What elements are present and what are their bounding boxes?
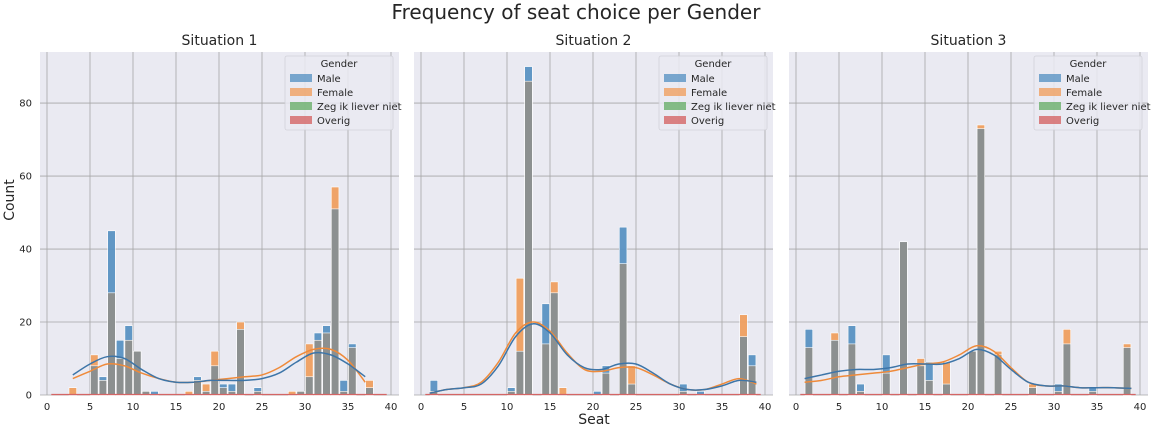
legend-label: Overig	[317, 116, 350, 127]
x-tick-label: 25	[1005, 402, 1018, 413]
bar-overlap	[882, 372, 891, 396]
bar-overlap	[601, 372, 610, 396]
bar-overlap	[804, 347, 813, 396]
bar-overlap	[541, 343, 550, 396]
kde-male-line	[429, 323, 757, 394]
x-tick-label: 30	[1048, 402, 1061, 413]
legend-swatch	[290, 116, 312, 124]
bar-overlap	[916, 365, 925, 396]
bar-overlap	[98, 380, 107, 396]
legend-swatch	[1039, 102, 1061, 110]
panel-title-2: Situation 2	[556, 33, 632, 49]
x-tick-label: 10	[876, 402, 889, 413]
legend-label: Zeg ik liever niet	[317, 102, 402, 113]
x-tick-label: 5	[87, 402, 93, 413]
legend-swatch	[290, 88, 312, 96]
x-tick-label: 0	[418, 402, 424, 413]
legend-label: Overig	[1066, 116, 1099, 127]
legend-swatch	[664, 102, 686, 110]
y-tick-label: 80	[19, 99, 32, 110]
x-tick-label: 30	[299, 402, 312, 413]
x-tick-label: 35	[1091, 402, 1104, 413]
bar-overlap	[348, 347, 357, 396]
x-tick-label: 40	[385, 402, 398, 413]
bar-overlap	[524, 80, 533, 396]
panel-title-1: Situation 1	[182, 33, 258, 49]
panel-title-3: Situation 3	[931, 33, 1007, 49]
bar-overlap	[976, 128, 985, 396]
x-tick-label: 25	[256, 402, 269, 413]
y-tick-label: 60	[19, 172, 32, 183]
x-tick-label: 25	[630, 402, 643, 413]
kde-male-line	[804, 348, 1132, 390]
legend-label: Zeg ik liever niet	[1066, 102, 1151, 113]
x-tick-label: 15	[919, 402, 932, 413]
bar-overlap	[236, 329, 245, 396]
legend-swatch	[664, 116, 686, 124]
y-tick-label: 40	[19, 245, 32, 256]
x-tick-label: 10	[127, 402, 140, 413]
x-tick-label: 10	[501, 402, 514, 413]
y-tick-label: 20	[19, 318, 32, 329]
bar-overlap	[1062, 343, 1071, 396]
bar-overlap	[942, 383, 951, 396]
legend-swatch	[1039, 116, 1061, 124]
legend-title: Gender	[321, 59, 359, 70]
kde-female-line	[72, 347, 366, 384]
bar-overlap	[899, 241, 908, 396]
x-tick-label: 35	[716, 402, 729, 413]
bar-overlap	[515, 350, 524, 396]
bar-overlap	[550, 292, 559, 396]
x-axis-label: Seat	[578, 412, 610, 428]
x-tick-label: 30	[673, 402, 686, 413]
x-tick-label: 20	[213, 402, 226, 413]
bar-overlap	[305, 376, 314, 396]
legend-title: Gender	[1070, 59, 1108, 70]
legend-swatch	[290, 102, 312, 110]
x-tick-label: 0	[793, 402, 799, 413]
legend-swatch	[664, 74, 686, 82]
legend-label: Zeg ik liever niet	[691, 102, 776, 113]
x-tick-label: 40	[1134, 402, 1147, 413]
legend-swatch	[290, 74, 312, 82]
legend-label: Male	[1066, 74, 1090, 85]
bar-overlap	[739, 336, 748, 396]
legend-title: Gender	[695, 59, 733, 70]
chart-title: Frequency of seat choice per Gender	[391, 0, 761, 24]
legend-label: Male	[317, 74, 341, 85]
bar-overlap	[330, 208, 340, 396]
bar-overlap	[322, 332, 331, 396]
x-tick-label: 15	[170, 402, 183, 413]
x-tick-label: 20	[587, 402, 600, 413]
legend-swatch	[1039, 88, 1061, 96]
x-tick-label: 40	[759, 402, 772, 413]
x-tick-label: 0	[44, 402, 50, 413]
kde-male-line	[72, 351, 366, 384]
bar-overlap	[830, 339, 839, 396]
legend-label: Female	[1066, 88, 1102, 99]
bar-overlap	[925, 380, 934, 396]
y-tick-label: 0	[26, 391, 32, 402]
bar-overlap	[107, 292, 116, 396]
x-tick-label: 15	[544, 402, 557, 413]
x-tick-label: 5	[461, 402, 467, 413]
bar-overlap	[968, 350, 977, 396]
legend-swatch	[664, 88, 686, 96]
legend-swatch	[1039, 74, 1061, 82]
x-tick-label: 20	[962, 402, 975, 413]
legend-label: Overig	[691, 116, 724, 127]
x-tick-label: 35	[342, 402, 355, 413]
x-tick-label: 5	[836, 402, 842, 413]
bar-overlap	[618, 263, 628, 396]
bar-overlap	[627, 383, 636, 396]
legend-label: Female	[691, 88, 727, 99]
legend-label: Male	[691, 74, 715, 85]
legend-label: Female	[317, 88, 353, 99]
